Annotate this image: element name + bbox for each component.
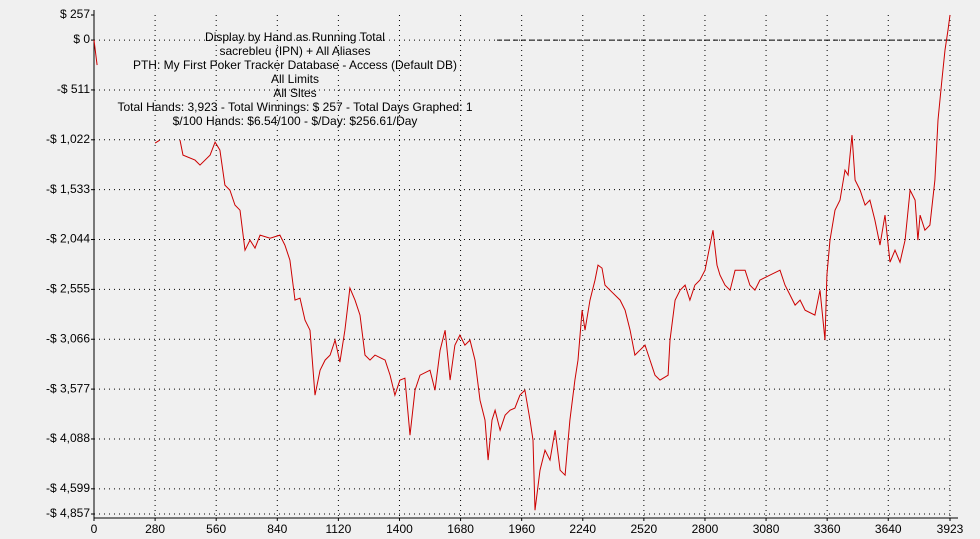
chart-subtitle: Total Hands: 3,923 - Total Winnings: $ 2… (117, 100, 472, 114)
x-tick-label: 280 (145, 522, 165, 536)
y-tick-label: $ 257 (60, 7, 90, 21)
chart-subtitle: All Limits (271, 72, 319, 86)
x-tick-label: 1680 (447, 522, 474, 536)
chart-title: Display by Hand as Running Total (205, 30, 385, 44)
y-tick-label: $ 0 (73, 32, 90, 46)
chart-subtitle: PTH: My First Poker Tracker Database - A… (133, 58, 457, 72)
x-tick-label: 3640 (875, 522, 902, 536)
y-tick-label: -$ 2,044 (46, 232, 90, 246)
chart-subtitle: All Sites (273, 86, 316, 100)
chart-subtitle: $/100 Hands: $6.54/100 - $/Day: $256.61/… (173, 114, 418, 128)
x-tick-label: 2240 (569, 522, 596, 536)
x-tick-label: 3360 (814, 522, 841, 536)
x-tick-label: 1120 (325, 522, 351, 536)
y-tick-label: -$ 3,066 (46, 331, 90, 345)
y-tick-label: -$ 1,533 (46, 182, 90, 196)
y-tick-label: -$ 4,599 (46, 481, 90, 495)
y-tick-label: -$ 3,577 (46, 381, 90, 395)
x-tick-label: 2800 (692, 522, 719, 536)
x-tick-label: 560 (206, 522, 226, 536)
y-tick-label: -$ 1,022 (46, 132, 90, 146)
y-tick-label: -$ 511 (57, 82, 90, 96)
chart-subtitle: sacrebleu (IPN) + All Aliases (219, 44, 370, 58)
data-line (93, 14, 951, 511)
x-tick-label: 1960 (508, 522, 535, 536)
x-tick-label: 840 (267, 522, 287, 536)
x-tick-label: 3080 (753, 522, 780, 536)
x-tick-label: 1400 (386, 522, 413, 536)
y-tick-label: -$ 4,857 (46, 506, 90, 520)
x-tick-label: 2520 (631, 522, 658, 536)
x-tick-label: 0 (91, 522, 98, 536)
y-tick-label: -$ 4,088 (46, 431, 90, 445)
y-tick-label: -$ 2,555 (46, 282, 90, 296)
x-tick-label: 3923 (937, 522, 964, 536)
